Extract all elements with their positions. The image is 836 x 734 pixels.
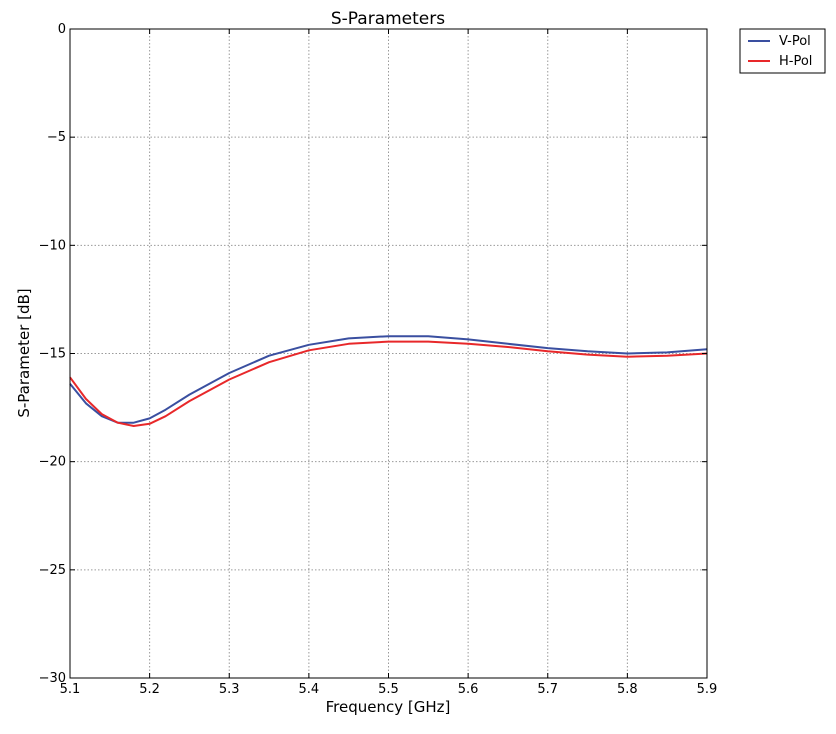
x-tick-label: 5.1 <box>60 682 81 697</box>
x-tick-label: 5.2 <box>139 682 160 697</box>
legend-label-v-pol: V-Pol <box>779 34 811 49</box>
tick-marks <box>69 28 708 679</box>
x-tick-label: 5.9 <box>697 682 718 697</box>
x-tick-label: 5.5 <box>378 682 399 697</box>
legend-box <box>739 28 826 74</box>
series-layer <box>69 335 708 427</box>
y-tick-label: −25 <box>39 563 66 578</box>
series-line-v-pol <box>69 335 708 424</box>
y-tick-label: −15 <box>39 347 66 362</box>
grid-lines <box>70 29 707 678</box>
x-tick-label: 5.7 <box>537 682 558 697</box>
x-axis-label: Frequency [GHz] <box>326 698 451 716</box>
x-tick-label: 5.6 <box>458 682 479 697</box>
y-axis-label: S-Parameter [dB] <box>15 288 33 417</box>
y-tick-label: −30 <box>39 671 66 686</box>
tick-labels: 5.1 5.2 5.3 5.4 5.5 5.6 5.7 5.8 5.9 0 −5 −10 −15 −20 −… <box>39 22 718 697</box>
x-tick-label: 5.8 <box>617 682 638 697</box>
y-tick-label: 0 <box>58 22 66 37</box>
y-tick-label: −20 <box>39 455 66 470</box>
legend-label-h-pol: H-Pol <box>779 54 812 69</box>
series-line-h-pol <box>69 340 708 427</box>
legend: V-Pol H-Pol <box>739 28 826 74</box>
x-tick-label: 5.4 <box>299 682 320 697</box>
x-tick-label: 5.3 <box>219 682 240 697</box>
y-tick-label: −10 <box>39 238 66 253</box>
chart-title: S-Parameters <box>331 9 445 29</box>
y-tick-label: −5 <box>47 130 66 145</box>
